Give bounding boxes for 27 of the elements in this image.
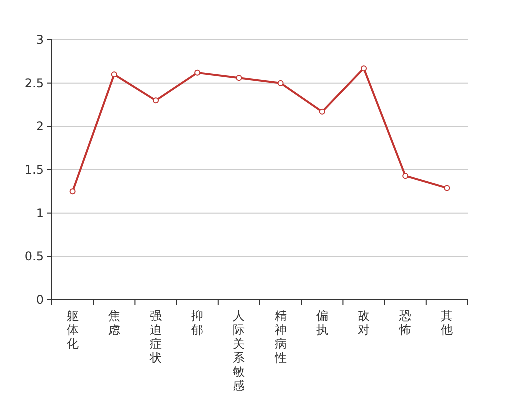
x-tick-label: 偏执 bbox=[316, 309, 328, 337]
x-tick-label: 敌对 bbox=[358, 309, 370, 337]
point bbox=[236, 75, 242, 82]
point bbox=[402, 173, 409, 180]
point bbox=[444, 185, 450, 192]
x-tick-label: 人际关系敏感 bbox=[233, 309, 246, 393]
y-tick-label: 2.5 bbox=[24, 76, 44, 90]
point bbox=[194, 70, 201, 76]
x-tick-label: 其他 bbox=[441, 309, 454, 337]
y-tick-label: 1.5 bbox=[24, 163, 44, 177]
point bbox=[319, 108, 326, 115]
point bbox=[70, 188, 76, 195]
y-tick-label: 2 bbox=[36, 120, 44, 134]
point bbox=[111, 72, 118, 78]
x-tick-label: 躯体化 bbox=[66, 309, 79, 351]
x-tick-label: 焦虑 bbox=[108, 309, 120, 337]
y-tick-label: 1 bbox=[36, 206, 44, 220]
point bbox=[278, 80, 284, 86]
x-tick-label: 强迫症状 bbox=[149, 309, 162, 365]
x-tick-label: 恐怖 bbox=[398, 309, 412, 337]
point bbox=[361, 66, 367, 72]
x-tick-label: 抑郁 bbox=[192, 309, 204, 337]
y-tick-label: 3 bbox=[36, 33, 44, 47]
y-tick-label: 0.5 bbox=[24, 250, 44, 264]
point bbox=[153, 98, 159, 104]
y-tick-label: 0 bbox=[36, 293, 44, 307]
x-tick-label: 精神病性 bbox=[274, 309, 287, 365]
